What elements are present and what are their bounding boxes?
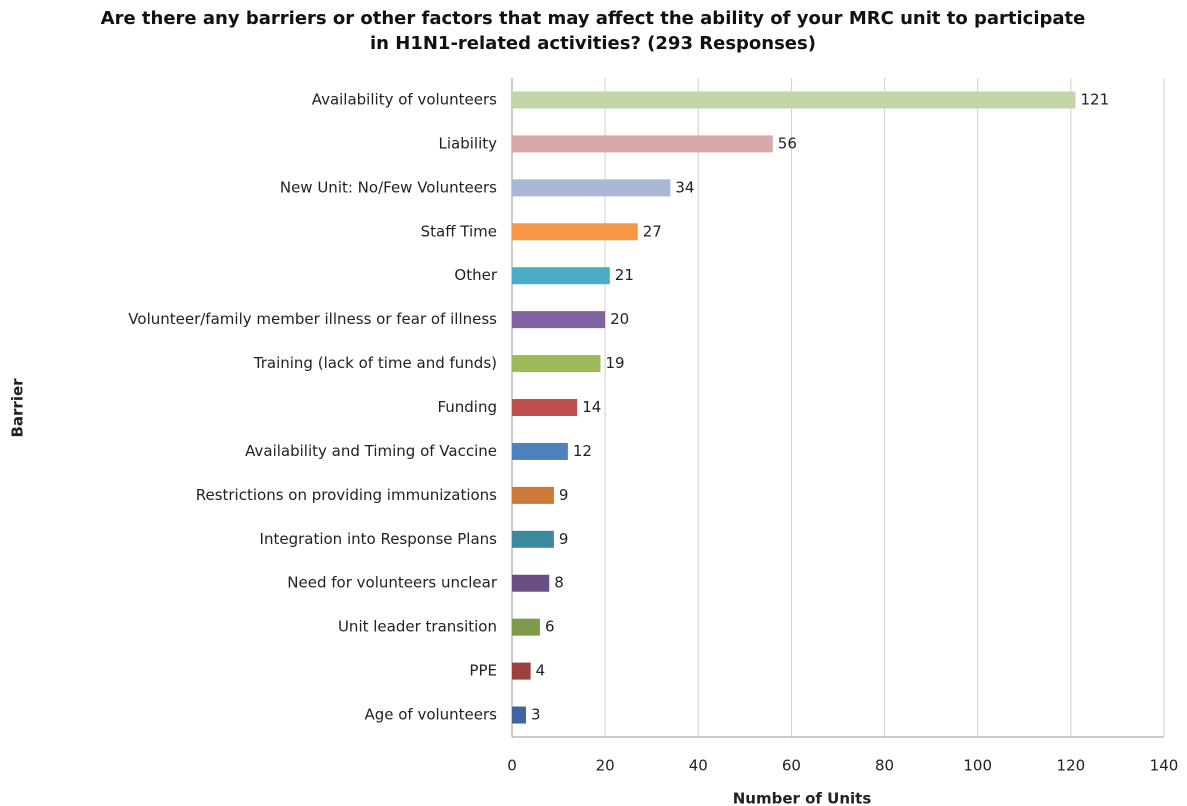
data-label: 6 bbox=[545, 618, 555, 636]
x-axis-label: Number of Units bbox=[733, 790, 872, 806]
y-tick-label: Staff Time bbox=[421, 222, 497, 240]
y-tick-label: Availability of volunteers bbox=[312, 90, 497, 108]
y-tick-label: New Unit: No/Few Volunteers bbox=[280, 178, 497, 196]
bar bbox=[512, 618, 540, 636]
bar bbox=[512, 662, 531, 680]
bar bbox=[512, 311, 606, 329]
data-label: 3 bbox=[531, 706, 541, 724]
bar bbox=[512, 399, 578, 416]
x-tick-label: 100 bbox=[963, 757, 992, 775]
y-tick-label: Funding bbox=[437, 398, 497, 416]
x-tick-label: 20 bbox=[596, 757, 615, 775]
x-tick-label: 120 bbox=[1057, 757, 1086, 775]
x-tick-label: 60 bbox=[782, 757, 801, 775]
y-tick-label: Volunteer/family member illness or fear … bbox=[128, 310, 497, 328]
bar bbox=[512, 135, 773, 153]
bar bbox=[512, 179, 671, 197]
bar bbox=[512, 486, 554, 504]
data-label: 20 bbox=[610, 310, 629, 328]
data-label: 19 bbox=[605, 354, 624, 372]
bar bbox=[512, 530, 554, 548]
x-tick-label: 0 bbox=[507, 757, 517, 775]
bar bbox=[512, 355, 601, 373]
y-tick-label: Restrictions on providing immunizations bbox=[196, 486, 497, 504]
x-tick-label: 40 bbox=[689, 757, 708, 775]
data-label: 121 bbox=[1081, 90, 1110, 108]
data-label: 8 bbox=[554, 574, 564, 592]
bar bbox=[512, 442, 568, 460]
data-label: 9 bbox=[559, 486, 569, 504]
y-tick-label: Age of volunteers bbox=[364, 706, 497, 724]
data-label: 27 bbox=[643, 222, 662, 240]
y-tick-label: Availability and Timing of Vaccine bbox=[245, 442, 497, 460]
y-tick-label: Need for volunteers unclear bbox=[287, 574, 498, 592]
data-label: 56 bbox=[778, 134, 797, 152]
data-label: 14 bbox=[582, 398, 601, 416]
bar bbox=[512, 223, 638, 241]
data-label: 34 bbox=[675, 178, 694, 196]
y-tick-label: Liability bbox=[439, 134, 498, 152]
data-label: 9 bbox=[559, 530, 569, 548]
bar bbox=[512, 267, 610, 285]
y-tick-label: Other bbox=[454, 266, 497, 284]
y-axis-label: Barrier bbox=[9, 378, 27, 438]
x-tick-label: 140 bbox=[1150, 757, 1179, 775]
bar bbox=[512, 574, 550, 592]
y-tick-label: Training (lack of time and funds) bbox=[253, 354, 497, 372]
y-tick-label: Unit leader transition bbox=[338, 618, 497, 636]
chart-title: Are there any barriers or other factors … bbox=[100, 8, 1086, 54]
data-label: 4 bbox=[536, 662, 546, 680]
bar bbox=[512, 91, 1076, 109]
y-tick-label: Integration into Response Plans bbox=[260, 530, 498, 548]
bar bbox=[512, 706, 526, 724]
data-label: 21 bbox=[615, 266, 634, 284]
data-label: 12 bbox=[573, 442, 592, 460]
x-tick-label: 80 bbox=[875, 757, 894, 775]
y-tick-label: PPE bbox=[469, 662, 497, 680]
